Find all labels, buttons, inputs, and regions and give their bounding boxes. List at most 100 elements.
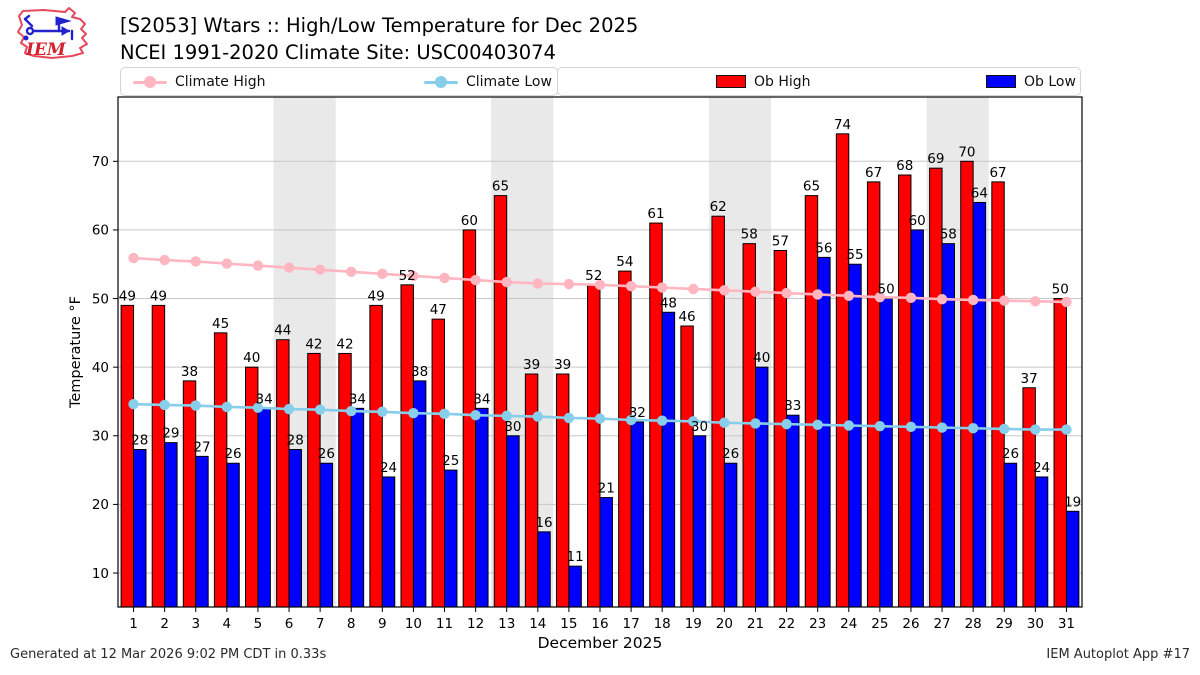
ob-low-value-label: 30 (691, 419, 708, 435)
climate-low-marker (781, 418, 792, 430)
climate-low-marker (594, 413, 606, 424)
ob-low-value-label: 34 (256, 391, 273, 407)
ob-low-swatch-icon (986, 75, 1016, 88)
climate-high-marker (159, 254, 170, 266)
ob-high-bar (835, 133, 850, 608)
climate-low-marker (719, 417, 730, 428)
ob-high-value-label: 70 (958, 144, 975, 160)
ob-high-bar (1022, 387, 1036, 608)
climate-low-marker (128, 399, 139, 410)
climate-low-marker (377, 406, 388, 417)
ob-low-bar (444, 469, 458, 608)
x-tick-label: 12 (467, 616, 484, 632)
climate-low-marker (159, 399, 170, 411)
ob-high-value-label: 39 (523, 357, 540, 373)
legend-label: Climate Low (466, 73, 552, 90)
x-tick-label: 21 (747, 616, 764, 632)
ob-low-value-label: 40 (753, 350, 770, 366)
x-tick-label: 9 (378, 616, 387, 632)
ob-low-bar (350, 407, 365, 608)
x-tick-label: 30 (1027, 616, 1044, 632)
y-tick-label: 40 (92, 360, 109, 376)
ob-low-bar (1034, 476, 1049, 608)
ob-low-value-label: 30 (504, 419, 521, 435)
ob-high-value-label: 42 (336, 336, 353, 352)
ob-low-value-label: 24 (380, 460, 397, 476)
ob-low-bar (848, 263, 862, 608)
ob-high-value-label: 42 (305, 336, 322, 352)
climate-high-marker (843, 290, 854, 301)
ob-high-value-label: 57 (772, 234, 789, 250)
climate-high-marker (750, 286, 761, 297)
ob-low-bar (1065, 510, 1080, 608)
climate-low-marker (936, 422, 948, 433)
x-tick-label: 14 (529, 616, 546, 632)
ob-high-bar (307, 352, 321, 608)
ob-high-bar (524, 373, 539, 608)
ob-low-bar (972, 201, 987, 608)
x-tick-label: 7 (316, 616, 325, 632)
ob-low-value-label: 25 (442, 453, 459, 469)
ob-high-bar (866, 181, 881, 608)
climate-low-marker (999, 423, 1010, 435)
ob-low-value-label: 29 (162, 426, 179, 442)
ob-high-value-label: 39 (554, 357, 571, 373)
ob-low-bar (226, 462, 240, 608)
climate-low-marker (283, 403, 295, 415)
climate-high-marker (377, 268, 388, 280)
ob-high-bar (400, 284, 414, 608)
y-axis-label: Temperature °F (68, 296, 84, 409)
ob-low-bar (568, 565, 582, 608)
ob-high-value-label: 49 (368, 288, 385, 304)
ob-low-value-label: 56 (815, 240, 832, 256)
climate-high-marker (594, 279, 606, 291)
ob-high-value-label: 61 (647, 206, 664, 222)
y-tick-label: 70 (92, 154, 109, 170)
climate-high-marker (408, 270, 419, 282)
ob-low-value-label: 24 (1033, 460, 1050, 476)
climate-low-marker (314, 404, 326, 415)
ob-low-value-label: 21 (598, 481, 615, 497)
x-tick-label: 20 (716, 616, 733, 632)
x-tick-label: 11 (436, 616, 453, 632)
ob-high-bar (587, 284, 601, 608)
climate-high-marker (812, 289, 823, 300)
x-tick-label: 6 (285, 616, 294, 632)
x-tick-label: 8 (347, 616, 356, 632)
x-tick-label: 25 (871, 616, 888, 632)
legend-entry-climate-high: Climate High (133, 67, 266, 96)
climate-low-marker (501, 410, 512, 422)
climate-low-marker (812, 419, 823, 431)
ob-low-bar (319, 462, 334, 608)
ob-low-value-label: 26 (318, 446, 335, 462)
x-tick-label: 1 (129, 616, 138, 632)
title-line-1: [S2053] Wtars :: High/Low Temperature fo… (120, 14, 639, 37)
climate-high-marker (874, 291, 886, 303)
ob-low-bar (599, 497, 613, 608)
ob-high-value-label: 47 (430, 302, 447, 318)
ob-low-bar (786, 414, 800, 608)
ob-high-value-label: 65 (803, 179, 820, 195)
x-tick-label: 10 (405, 616, 422, 632)
ob-low-value-label: 27 (193, 439, 210, 455)
page-title: [S2053] Wtars :: High/Low Temperature fo… (120, 12, 638, 66)
ob-high-bar (151, 304, 166, 608)
ob-high-value-label: 40 (243, 350, 260, 366)
climate-high-line-icon (133, 75, 167, 88)
ob-high-bar (213, 332, 228, 608)
ob-high-value-label: 49 (150, 288, 167, 304)
ob-low-bar (195, 455, 209, 608)
climate-high-marker (470, 274, 481, 286)
climate-high-marker (625, 280, 637, 292)
weathervane-icon (23, 14, 74, 41)
ob-low-bar (630, 421, 645, 608)
ob-low-value-label: 50 (877, 282, 894, 298)
climate-high-marker (221, 258, 233, 269)
x-tick-label: 19 (685, 616, 702, 632)
legend-label: Ob High (754, 73, 811, 90)
ob-high-bar (555, 373, 570, 608)
ob-low-bar (910, 229, 924, 608)
x-tick-label: 18 (654, 616, 671, 632)
ob-low-bar (692, 435, 707, 608)
ob-low-bar (537, 531, 551, 608)
